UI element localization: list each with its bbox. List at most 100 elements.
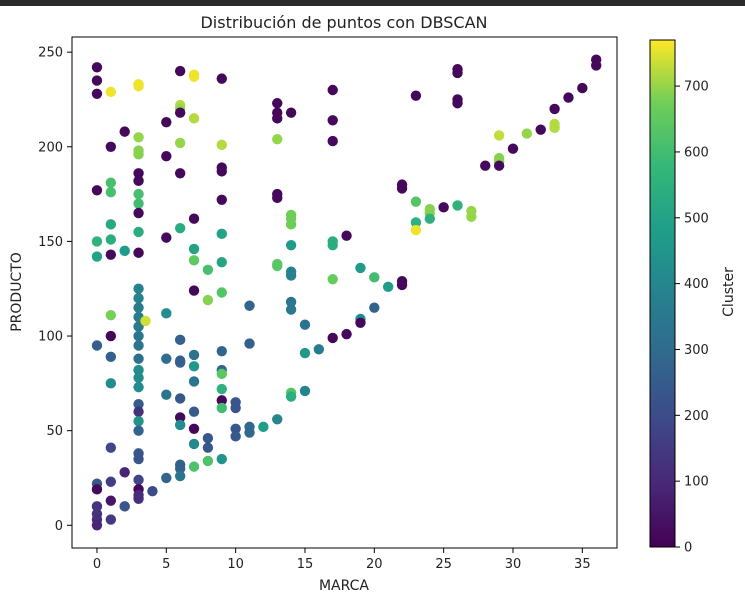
data-point: [216, 345, 227, 357]
y-tick-label: 0: [55, 519, 63, 534]
data-point: [133, 321, 144, 332]
data-point: [174, 393, 186, 404]
data-point: [549, 122, 560, 134]
x-axis-label: MARCA: [319, 578, 369, 594]
data-point: [105, 249, 117, 260]
colorbar-tick-label: 500: [684, 211, 709, 226]
x-tick-label: 35: [574, 557, 591, 572]
data-point: [105, 234, 117, 245]
data-point: [535, 124, 546, 135]
data-point: [493, 160, 505, 171]
data-point: [216, 368, 227, 380]
data-point: [188, 243, 200, 255]
data-point: [272, 98, 283, 109]
colorbar-tick-label: 300: [684, 343, 709, 358]
data-point: [105, 86, 117, 98]
data-point: [410, 196, 422, 207]
data-point: [216, 453, 227, 465]
data-point: [161, 472, 172, 484]
data-point: [133, 381, 144, 393]
data-point: [133, 330, 144, 342]
data-point: [355, 262, 366, 274]
data-point: [410, 90, 422, 101]
y-axis-label: PRODUCTO: [9, 252, 25, 332]
data-point: [91, 185, 103, 196]
data-point: [452, 200, 463, 211]
points-layer: [91, 54, 602, 531]
data-point: [272, 134, 283, 145]
data-point: [396, 183, 408, 194]
data-point: [188, 376, 200, 387]
data-point: [507, 143, 519, 154]
data-point: [244, 427, 255, 438]
data-point: [285, 391, 297, 402]
data-point: [410, 224, 422, 236]
data-point: [216, 395, 227, 406]
data-point: [161, 353, 172, 364]
data-point: [272, 113, 283, 124]
data-point: [119, 501, 130, 512]
data-point: [590, 60, 602, 71]
data-point: [480, 160, 491, 171]
colorbar-tick-label: 600: [684, 145, 709, 160]
data-point: [244, 338, 255, 349]
x-tick-label: 0: [93, 557, 101, 572]
colorbar-tick-label: 100: [684, 475, 709, 490]
data-point: [410, 217, 422, 228]
data-point: [216, 139, 227, 151]
data-point: [216, 287, 227, 298]
data-point: [161, 151, 172, 162]
data-point: [133, 364, 144, 376]
data-point: [133, 132, 144, 143]
data-point: [133, 493, 144, 504]
data-point: [174, 107, 186, 118]
data-point: [188, 361, 200, 372]
data-point: [91, 520, 103, 531]
data-point: [119, 126, 130, 137]
data-point: [174, 357, 186, 368]
y-tick-label: 150: [38, 235, 63, 250]
data-point: [313, 344, 325, 355]
data-point: [105, 351, 117, 363]
x-tick-label: 20: [366, 557, 383, 572]
data-point: [327, 115, 338, 126]
chart-title: Distribución de puntos con DBSCAN: [200, 13, 487, 32]
data-point: [105, 495, 117, 506]
data-point: [133, 398, 144, 410]
colorbar-tick-label: 0: [684, 541, 692, 556]
colorbar: [649, 39, 676, 548]
data-point: [174, 65, 186, 77]
data-point: [230, 431, 241, 442]
data-point: [369, 302, 380, 313]
y-tick-label: 100: [38, 330, 63, 345]
data-point: [272, 192, 283, 204]
data-point: [327, 135, 338, 147]
data-point: [341, 230, 352, 241]
data-point: [188, 113, 200, 124]
data-point: [493, 130, 505, 141]
data-point: [105, 219, 117, 230]
data-point: [105, 442, 117, 453]
data-point: [105, 514, 117, 525]
data-point: [382, 281, 394, 293]
data-point: [216, 257, 227, 268]
x-tick-label: 10: [227, 557, 244, 572]
data-point: [105, 186, 117, 198]
data-point: [133, 302, 144, 313]
data-point: [133, 149, 144, 160]
data-point: [174, 222, 186, 234]
colorbar-tick-label: 400: [684, 277, 709, 292]
data-point: [133, 474, 144, 486]
data-point: [369, 272, 380, 283]
data-point: [466, 211, 477, 222]
data-point: [133, 283, 144, 294]
data-point: [174, 470, 186, 482]
data-point: [91, 88, 103, 99]
data-point: [202, 433, 214, 444]
data-point: [133, 353, 144, 364]
data-point: [133, 247, 144, 258]
data-point: [140, 315, 151, 327]
data-point: [105, 476, 117, 487]
data-point: [119, 245, 130, 257]
